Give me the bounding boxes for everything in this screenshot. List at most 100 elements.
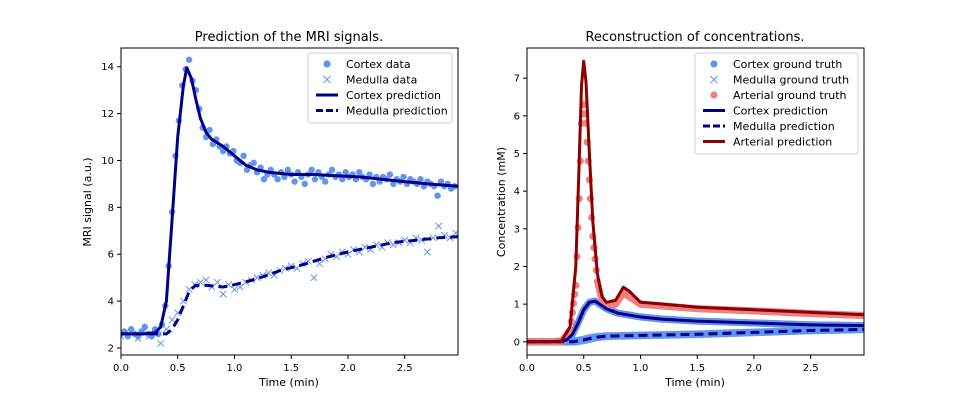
y-tick-label: 14 (101, 62, 114, 73)
x-tick-label: 0.0 (113, 363, 129, 374)
data-point (281, 264, 290, 272)
x-tick-label: 2.0 (340, 363, 356, 374)
y-tick-label: 5 (514, 149, 520, 160)
series-medulla-prediction (527, 327, 864, 344)
x-tick-label: 2.5 (397, 363, 413, 374)
legend-label: Medulla prediction (733, 120, 835, 133)
data-point (253, 274, 261, 282)
data-point (323, 75, 331, 84)
data-point (250, 159, 257, 167)
series-layer (527, 59, 864, 346)
data-point (274, 176, 281, 183)
data-point (284, 166, 291, 174)
data-point (157, 339, 165, 347)
plot-area: 0.0 0.5 1.0 1.5 2.0 2.5 0 1 2 3 4 5 6 7 Cortex ground … (514, 47, 865, 374)
data-point (435, 222, 443, 230)
data-point (240, 152, 247, 160)
legend: Cortex ground truth Medulla ground truth A… (694, 52, 859, 155)
y-tick-label: 8 (108, 203, 114, 214)
x-tick-label: 1.0 (633, 363, 649, 374)
legend-label: Cortex prediction (733, 105, 828, 118)
data-point (168, 316, 176, 324)
data-point (206, 126, 213, 134)
x-tick-label: 0.5 (170, 363, 186, 374)
legend-label: Cortex data (346, 58, 411, 71)
y-axis-label: MRI signal (a.u.) (81, 157, 94, 246)
data-point (243, 166, 251, 174)
data-point (293, 264, 301, 272)
data-point (369, 180, 377, 188)
x-tick-label: 1.5 (689, 363, 705, 374)
data-point (301, 180, 309, 188)
legend-label: Cortex ground truth (733, 58, 842, 71)
y-tick-label: 7 (514, 74, 520, 85)
series-line (527, 327, 864, 344)
data-point (361, 243, 369, 251)
legend-label: Medulla data (346, 74, 417, 87)
x-tick-label: 0.0 (519, 363, 535, 374)
legend-label: Cortex prediction (346, 89, 441, 102)
series-cortex-prediction (121, 66, 458, 336)
chart-mri-signals: Prediction of the MRI signals. 0.0 0.5 1.0… (81, 30, 459, 389)
series-layer (121, 56, 458, 347)
data-point (390, 180, 397, 188)
y-tick-label: 4 (108, 297, 114, 308)
legend-box (307, 52, 453, 124)
legend-label: Arterial ground truth (733, 89, 847, 102)
legend-item: Cortex data (323, 58, 411, 71)
x-tick-label: 2.0 (746, 363, 762, 374)
y-tick-label: 2 (108, 343, 114, 354)
legend-label: Medulla prediction (346, 105, 448, 118)
data-point (710, 91, 718, 99)
data-point (366, 171, 373, 178)
y-tick-label: 1 (514, 300, 520, 311)
y-tick-label: 6 (514, 111, 520, 122)
data-point (417, 176, 424, 183)
data-point (134, 335, 142, 343)
x-axis-label: Time (min) (664, 376, 725, 389)
x-tick-label: 1.5 (283, 363, 299, 374)
chart-title: Reconstruction of concentrations. (585, 30, 804, 45)
legend-label: Medulla ground truth (733, 74, 849, 87)
axes-frame (526, 47, 865, 356)
legend-item: Medulla prediction (316, 105, 448, 118)
data-point (323, 60, 331, 68)
data-point (202, 276, 210, 284)
data-point (356, 169, 363, 176)
legend-item: Cortex prediction (316, 89, 441, 102)
series-line (121, 235, 458, 336)
y-tick-label: 3 (514, 224, 520, 235)
legend-item: Cortex ground truth (710, 58, 842, 71)
y-tick-label: 0 (514, 337, 520, 348)
data-point (710, 75, 718, 84)
data-point (342, 169, 349, 176)
data-point (710, 60, 718, 68)
data-point (400, 173, 407, 181)
y-tick-label: 12 (101, 109, 114, 120)
legend-label: Arterial prediction (733, 136, 832, 149)
data-point (339, 176, 346, 183)
series-arterial-prediction (527, 59, 864, 344)
y-tick-label: 4 (514, 187, 520, 198)
y-axis-label: Concentration (mM) (495, 147, 508, 257)
data-point (230, 285, 239, 293)
y-tick-label: 2 (514, 262, 520, 273)
data-point (219, 290, 227, 298)
data-point (386, 171, 394, 178)
data-point (434, 192, 441, 199)
plot-area: 0.0 0.5 1.0 1.5 2.0 2.5 2 4 6 8 10 12 14 Cortex data M… (101, 47, 459, 374)
x-tick-label: 2.5 (803, 363, 819, 374)
data-point (311, 176, 319, 183)
legend-item: Arterial ground truth (710, 89, 847, 102)
data-point (423, 248, 431, 256)
series-line (121, 66, 458, 336)
legend-item: Medulla prediction (703, 120, 835, 133)
y-tick-label: 10 (101, 156, 114, 167)
data-point (308, 166, 315, 174)
legend: Cortex data Medulla data Cortex prediction… (307, 52, 453, 124)
axes-frame (120, 47, 459, 356)
data-point (141, 323, 149, 331)
data-point (213, 278, 222, 286)
data-point (291, 178, 298, 185)
